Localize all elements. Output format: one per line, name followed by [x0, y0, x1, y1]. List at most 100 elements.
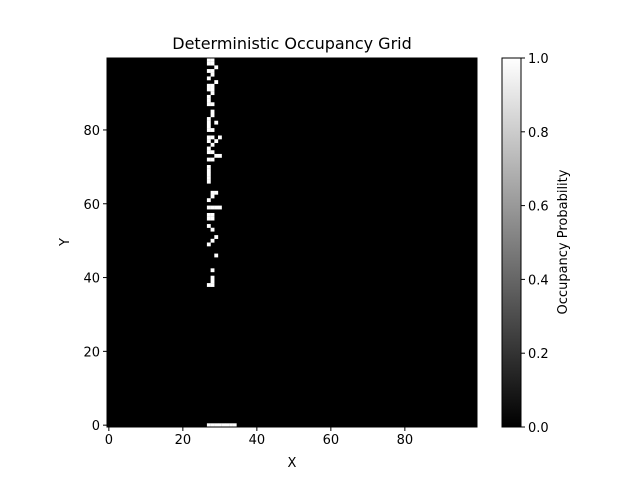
occupied-cell: [210, 283, 215, 287]
occupied-cell: [206, 283, 211, 287]
colorbar-tick-label: 0.8: [528, 126, 549, 141]
occupied-cell: [210, 216, 215, 221]
occupied-cell: [218, 153, 222, 158]
occupied-cell: [206, 198, 211, 203]
occupied-cell: [210, 275, 215, 280]
occupied-cell: [206, 176, 211, 180]
colorbar-label: Occupancy Probability: [556, 169, 571, 314]
occupied-cell: [206, 179, 211, 184]
occupied-cell: [210, 150, 215, 155]
occupied-cell: [214, 65, 219, 70]
x-tick-label: 0: [105, 433, 113, 448]
occupied-cell: [210, 109, 215, 114]
occupied-cell: [206, 172, 211, 177]
occupied-cell: [206, 157, 211, 162]
occupied-cell: [206, 69, 211, 73]
occupied-cell: [210, 72, 215, 77]
y-tick-label: 80: [83, 124, 100, 139]
occupied-cell: [218, 135, 222, 140]
occupied-cell: [210, 205, 215, 210]
occupied-cell: [206, 168, 211, 173]
occupied-cell: [210, 190, 215, 195]
occupied-cell: [210, 113, 215, 118]
y-tick-label: 60: [83, 198, 100, 213]
occupied-cell: [206, 165, 211, 169]
occupied-cell: [214, 190, 219, 195]
occupied-cell: [206, 135, 211, 140]
colorbar-gradient: [501, 57, 522, 428]
occupied-cell: [206, 146, 211, 151]
x-axis: 0 20 40 60 80: [105, 427, 413, 448]
y-tick-label: 0: [92, 419, 100, 434]
occupied-cell: [206, 58, 211, 62]
occupied-cell: [210, 238, 215, 243]
occupied-cell: [206, 212, 211, 217]
occupied-cell: [206, 87, 211, 92]
occupied-cell: [214, 205, 219, 210]
grid-background: [107, 58, 477, 427]
occupied-cell: [206, 76, 211, 81]
occupied-cell: [206, 150, 211, 155]
occupied-cell: [214, 120, 219, 125]
colorbar-tick-label: 1.0: [528, 52, 549, 67]
occupied-cell: [206, 98, 211, 103]
occupied-cell: [214, 253, 219, 258]
occupied-cell: [210, 69, 215, 73]
occupied-cell: [214, 423, 219, 428]
occupied-cell: [210, 135, 215, 140]
occupied-cell: [210, 227, 215, 232]
plot-frame: [106, 57, 478, 428]
occupied-cell: [206, 139, 211, 144]
colorbar-tick-label: 0.0: [528, 421, 549, 436]
chart-title: Deterministic Occupancy Grid: [172, 34, 412, 53]
occupied-cell: [206, 216, 211, 221]
occupied-cell: [206, 117, 211, 121]
occupied-cell: [214, 235, 219, 239]
occupied-cell: [232, 423, 237, 428]
occupied-cell: [210, 91, 215, 96]
occupied-cell: [206, 124, 211, 129]
occupied-cell: [206, 120, 211, 125]
occupied-cells-layer: [206, 58, 237, 428]
occupied-cell: [214, 80, 219, 84]
occupied-cell: [225, 423, 230, 428]
y-tick-label: 20: [83, 345, 100, 360]
occupied-cell: [206, 224, 211, 228]
occupied-cell: [206, 83, 211, 88]
colorbar-ticks: 0.0 0.2 0.4 0.6 0.8 1.0: [521, 52, 549, 436]
y-axis-label: Y: [58, 238, 73, 247]
occupied-cell: [206, 205, 211, 210]
occupied-cell: [221, 423, 226, 428]
occupied-cell: [206, 94, 211, 99]
occupied-cell: [218, 423, 222, 428]
colorbar-tick-label: 0.6: [528, 200, 549, 215]
occupied-cell: [210, 102, 215, 107]
occupied-cell: [206, 102, 211, 107]
x-tick-label: 80: [397, 433, 414, 448]
colorbar-tick-label: 0.2: [528, 347, 549, 362]
occupied-cell: [210, 212, 215, 217]
x-tick-label: 20: [175, 433, 192, 448]
occupied-cell: [210, 128, 215, 132]
occupied-cell: [214, 139, 219, 144]
x-tick-label: 40: [249, 433, 266, 448]
occupied-cell: [206, 61, 211, 66]
occupied-cell: [210, 87, 215, 92]
occupied-cell: [229, 423, 233, 428]
occupied-cell: [210, 61, 215, 66]
occupied-cell: [210, 268, 215, 273]
occupied-cell: [210, 279, 215, 284]
occupied-cell: [210, 157, 215, 162]
occupied-cell: [210, 58, 215, 62]
y-axis: 0 20 40 60 80: [83, 124, 107, 434]
occupied-cell: [210, 423, 215, 428]
y-tick-label: 40: [83, 272, 100, 287]
x-axis-label: X: [288, 456, 297, 471]
colorbar-tick-label: 0.4: [528, 273, 549, 288]
occupied-cell: [206, 242, 211, 247]
occupied-cell: [210, 83, 215, 88]
occupied-cell: [218, 205, 222, 210]
plot-area: [106, 57, 478, 428]
occupied-cell: [206, 128, 211, 132]
